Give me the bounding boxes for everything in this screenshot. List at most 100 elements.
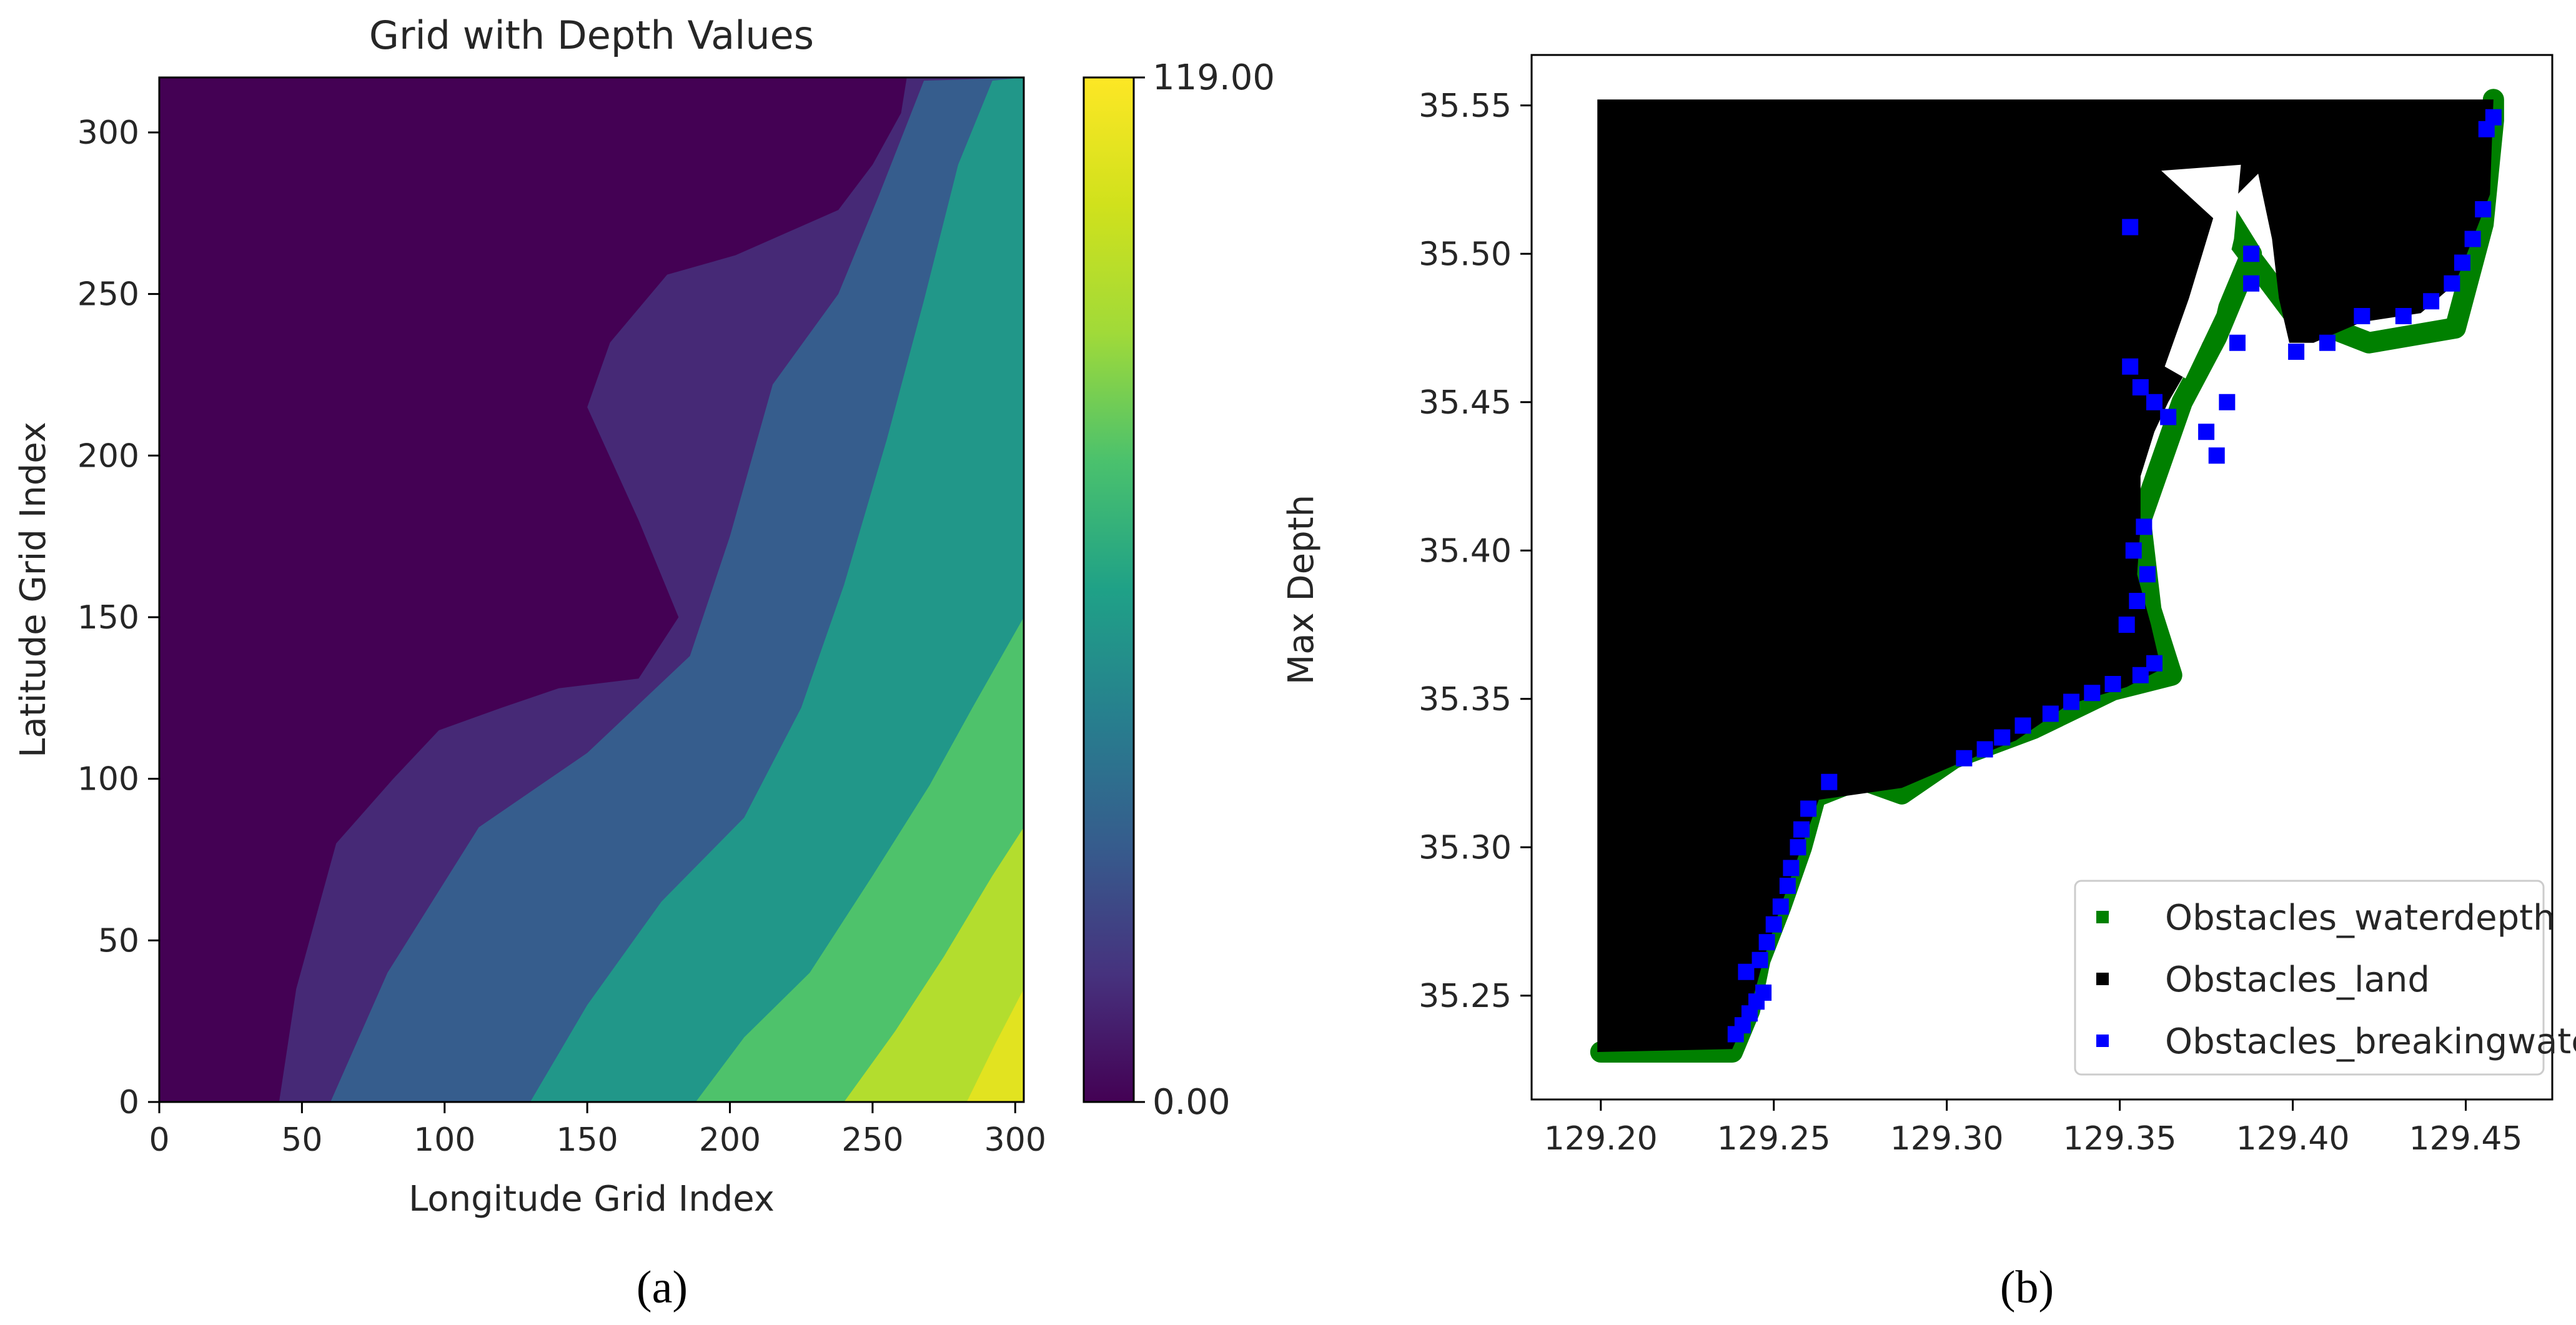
heatmap-plot-area: [159, 77, 1024, 1102]
heatmap-x-tick-label: 300: [984, 1121, 1046, 1159]
depth-region-110: [966, 988, 1024, 1102]
breakingwater-point: [2063, 693, 2080, 710]
breakingwater-point: [1994, 729, 2011, 746]
obstacle-y-tick-label: 35.25: [1419, 978, 1512, 1015]
obstacle-plot-area: [1590, 89, 2504, 1063]
breakingwater-point: [2208, 447, 2225, 464]
breakingwater-point: [1758, 934, 1775, 951]
breakingwater-point: [1821, 773, 1838, 790]
heatmap-y-axis-label: Latitude Grid Index: [13, 422, 54, 758]
heatmap-title: Grid with Depth Values: [369, 12, 814, 58]
breakingwater-point: [2125, 542, 2142, 559]
colorbar: 119.00 0.00 Max Depth: [1082, 57, 1322, 1123]
breakingwater-point: [2084, 685, 2101, 702]
breakingwater-point: [2229, 334, 2246, 351]
breakingwater-point: [1783, 860, 1800, 876]
heatmap-x-tick-label: 200: [699, 1121, 761, 1159]
colorbar-label: Max Depth: [1281, 495, 1322, 685]
breakingwater-point: [1976, 741, 1993, 758]
depth-heatmap-panel: Grid with Depth Values 0 50 100 150 200 250 30…: [13, 12, 1322, 1313]
breakingwater-point: [2319, 334, 2336, 351]
breakingwater-point: [2042, 705, 2059, 722]
breakingwater-point: [1793, 821, 1810, 838]
obstacle-y-tick-label: 35.45: [1419, 384, 1512, 422]
depth-region-95: [844, 827, 1024, 1102]
heatmap-y-tick-label: 50: [98, 922, 139, 960]
breakingwater-point: [2136, 519, 2152, 535]
heatmap-frame: [158, 76, 1025, 1103]
obstacle-y-tick-label: 35.35: [1419, 681, 1512, 718]
heatmap-x-axis-label: Longitude Grid Index: [409, 1179, 775, 1219]
obstacle-frame: [1530, 54, 2554, 1101]
breakingwater-point: [1772, 898, 1789, 915]
breakingwater-point: [2122, 219, 2139, 236]
obstacle-x-tick-label: 129.30: [1890, 1120, 2004, 1158]
obstacle-y-tick-label: 35.40: [1419, 532, 1512, 570]
obstacle-legend: Obstacles_waterdepth Obstacles_land Obst…: [2074, 880, 2576, 1076]
breakingwater-point: [2464, 231, 2481, 247]
heatmap-y-axis: 0 50 100 150 200 250 300: [77, 114, 159, 1121]
breakingwater-point: [1800, 800, 1817, 817]
obstacles-land-area: [1597, 99, 2494, 1052]
breakingwater-point: [2243, 275, 2260, 292]
legend-label-waterdepth: Obstacles_waterdepth: [2165, 898, 2555, 938]
heatmap-x-tick-label: 0: [149, 1121, 169, 1159]
colorbar-max-label: 119.00: [1152, 57, 1275, 98]
obstacle-x-tick-label: 129.40: [2236, 1120, 2350, 1158]
breakingwater-point: [1765, 916, 1782, 933]
legend-label-breakingwater: Obstacles_breakingwater: [2165, 1021, 2576, 1062]
obstacle-x-tick-label: 129.45: [2409, 1120, 2523, 1158]
breakingwater-point: [2014, 717, 2031, 734]
heatmap-x-tick-label: 150: [557, 1121, 618, 1159]
obstacle-x-tick-label: 129.25: [1717, 1120, 1831, 1158]
obstacle-y-tick-label: 35.55: [1419, 87, 1512, 125]
breakingwater-point: [2288, 344, 2305, 360]
breakingwater-point: [2129, 593, 2146, 609]
breakingwater-point: [2198, 424, 2215, 440]
breakingwater-point: [1956, 750, 1973, 767]
obstacle-x-axis: 129.20 129.25 129.30 129.35 129.40 129.45: [1544, 1099, 2523, 1158]
breakingwater-point: [2160, 409, 2177, 425]
colorbar-min-label: 0.00: [1152, 1082, 1231, 1123]
legend-marker-land: [2096, 973, 2109, 985]
breakingwater-point: [2475, 201, 2492, 217]
breakingwater-point: [2354, 308, 2370, 324]
breakingwater-point: [2444, 275, 2460, 292]
breakingwater-point: [1790, 839, 1806, 856]
breakingwater-point: [1751, 951, 1768, 968]
heatmap-y-tick-label: 200: [77, 437, 139, 475]
obstacle-y-axis: 35.25 35.30 35.35 35.40 35.45 35.50 35.55: [1419, 87, 1532, 1015]
breakingwater-point: [1755, 985, 1772, 1001]
breakingwater-point: [2132, 667, 2149, 683]
caption-a: (a): [637, 1262, 688, 1313]
breakingwater-point: [2423, 293, 2440, 310]
breakingwater-point: [1738, 963, 1755, 980]
breakingwater-point: [2485, 109, 2502, 126]
heatmap-x-tick-label: 250: [841, 1121, 903, 1159]
legend-marker-waterdepth: [2096, 911, 2109, 923]
breakingwater-point: [2395, 308, 2412, 324]
legend-label-land: Obstacles_land: [2165, 960, 2430, 1000]
breakingwater-point: [2243, 246, 2260, 262]
breakingwater-point: [2219, 394, 2236, 410]
breakingwater-point: [2118, 617, 2135, 633]
heatmap-y-tick-label: 100: [77, 761, 139, 798]
breakingwater-point: [2139, 566, 2156, 583]
legend-box: [2074, 880, 2545, 1076]
heatmap-y-tick-label: 0: [119, 1084, 139, 1121]
breakingwater-point: [2122, 358, 2139, 375]
obstacle-x-tick-label: 129.20: [1544, 1120, 1658, 1158]
colorbar-gradient: [1082, 76, 1135, 1103]
obstacle-y-tick-label: 35.30: [1419, 829, 1512, 866]
obstacle-y-tick-label: 35.50: [1419, 236, 1512, 273]
obstacle-x-tick-label: 129.35: [2063, 1120, 2177, 1158]
breakingwater-point: [2146, 394, 2163, 410]
heatmap-y-tick-label: 150: [77, 599, 139, 637]
obstacle-map-panel: 129.20 129.25 129.30 129.35 129.40 129.45 35.…: [1419, 54, 2576, 1313]
caption-b: (b): [2000, 1262, 2054, 1313]
breakingwater-point: [2132, 379, 2149, 395]
breakingwater-point: [2104, 676, 2121, 692]
heatmap-x-axis: 0 50 100 150 200 250 300: [149, 1102, 1046, 1159]
river-inlet: [2161, 164, 2241, 379]
